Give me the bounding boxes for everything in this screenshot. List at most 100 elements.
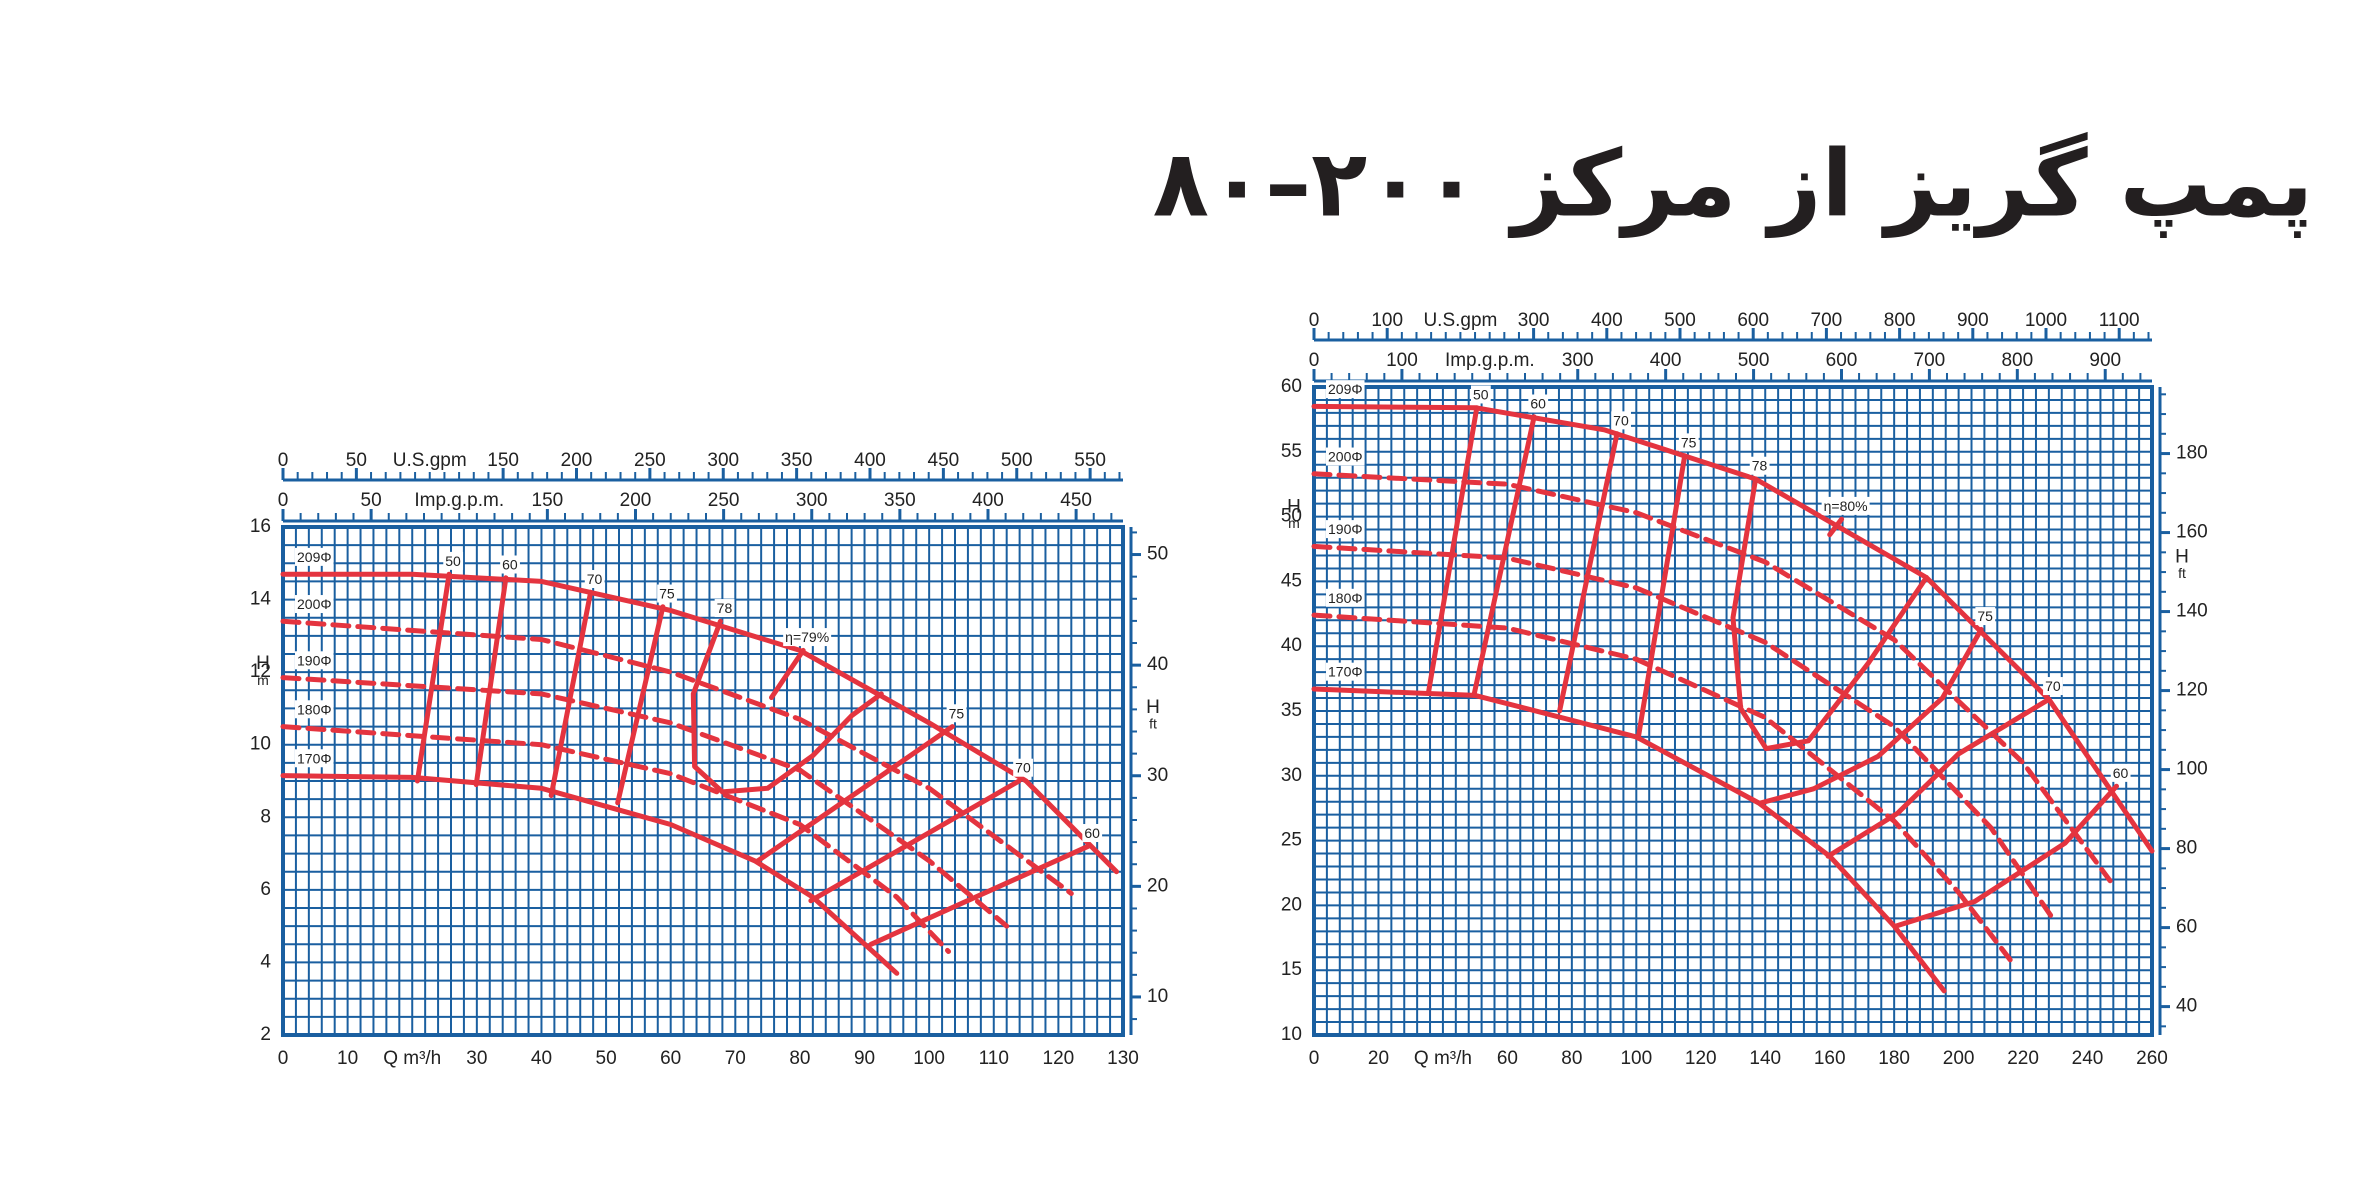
curve-label-bg — [1326, 380, 1365, 399]
top-tick-label: 250 — [708, 490, 740, 511]
y-axis-label: H — [1287, 497, 1301, 518]
top-tick-label: 250 — [634, 450, 666, 471]
y-tick-label: 40 — [1281, 635, 1302, 656]
curve-label-bg — [295, 700, 334, 719]
top-tick-label: 100 — [1386, 350, 1418, 371]
x-tick-label: 160 — [1814, 1048, 1846, 1069]
y-tick-label: 55 — [1281, 441, 1302, 462]
x-tick-label: 0 — [278, 1048, 289, 1069]
top-axis-label: U.S.gpm — [393, 450, 467, 471]
top-tick-label: 200 — [620, 490, 652, 511]
x-tick-label: 220 — [2007, 1048, 2039, 1069]
curve-label-bg — [1678, 433, 1699, 452]
top-tick-label: 150 — [532, 490, 564, 511]
page-title: پمپ گریز از مرکز ۲۰۰–۸۰ — [1153, 130, 2313, 238]
y2-tick-label: 160 — [2176, 522, 2208, 543]
top-axis-label: Imp.g.p.m. — [1445, 350, 1535, 371]
y2-axis-unit: ft — [1149, 716, 1157, 732]
curve-label: 180Φ — [1328, 590, 1363, 606]
curve-label: 60 — [1084, 825, 1100, 841]
y-tick-label: 25 — [1281, 830, 1302, 851]
efficiency-curve — [690, 618, 884, 795]
curve-label-bg — [295, 749, 334, 768]
top-tick-label: 700 — [1811, 310, 1843, 331]
top-tick-label: 300 — [1518, 310, 1550, 331]
y2-axis-unit: ft — [2178, 565, 2186, 581]
curve-label-bg — [657, 584, 677, 603]
x-tick-label: 240 — [2072, 1048, 2104, 1069]
x-tick-label: 50 — [596, 1048, 617, 1069]
y-tick-label: 16 — [250, 516, 271, 537]
efficiency-curve — [769, 647, 806, 700]
x-tick-label: 80 — [1561, 1048, 1582, 1069]
efficiency-curve — [548, 589, 594, 798]
top-tick-label: 500 — [1001, 450, 1033, 471]
x-tick-label: 60 — [660, 1048, 681, 1069]
curve-label-bg — [783, 628, 832, 647]
efficiency-curve — [1757, 626, 1984, 806]
curve-label: 78 — [717, 600, 733, 616]
curve-label-bg — [1326, 520, 1365, 539]
efficiency-curve — [1893, 783, 2119, 929]
top-tick-label: 0 — [1309, 350, 1320, 371]
efficiency-curve — [1730, 476, 1929, 752]
curve-label: 170Φ — [1328, 664, 1363, 680]
curve-label-bg — [295, 547, 334, 566]
curve-label-bg — [1821, 496, 1870, 515]
top-tick-label: 500 — [1738, 350, 1770, 371]
curve-label: 75 — [949, 705, 965, 721]
curve-label-bg — [1611, 411, 1631, 430]
x-tick-label: 10 — [337, 1048, 358, 1069]
x-tick-label: 0 — [1309, 1048, 1320, 1069]
y2-tick-label: 50 — [1147, 544, 1168, 565]
top-tick-label: 350 — [781, 450, 813, 471]
x-tick-label: 90 — [854, 1048, 875, 1069]
x-tick-label: 200 — [1943, 1048, 1975, 1069]
efficiency-curve — [1825, 696, 2052, 859]
top-tick-label: 800 — [2001, 350, 2033, 371]
y2-tick-label: 80 — [2176, 838, 2197, 859]
top-tick-label: 0 — [278, 450, 289, 471]
y-axis-unit: m — [1288, 515, 1300, 531]
y-tick-label: 20 — [1281, 894, 1302, 915]
x-tick-label: 180 — [1878, 1048, 1910, 1069]
top-tick-label: 300 — [707, 450, 739, 471]
curve-label: 70 — [2045, 678, 2061, 694]
x-tick-label: 100 — [913, 1048, 945, 1069]
curve-label-bg — [1749, 456, 1770, 475]
y2-tick-label: 140 — [2176, 601, 2208, 622]
y2-tick-label: 40 — [2176, 996, 2197, 1017]
top-tick-label: 350 — [884, 490, 916, 511]
curve-label-bg — [1013, 758, 1033, 777]
x-axis-label: Q m³/h — [383, 1048, 441, 1069]
x-tick-label: 30 — [466, 1048, 487, 1069]
impeller-curve — [1311, 612, 2013, 963]
curve-label-bg — [584, 570, 605, 589]
curve-label: 50 — [1473, 386, 1489, 402]
curve-label: 209Φ — [1328, 381, 1363, 397]
curve-label: 190Φ — [297, 652, 332, 668]
curve-label-bg — [1326, 662, 1365, 681]
curve-label: 75 — [1977, 608, 1993, 624]
curve-label: 200Φ — [1328, 449, 1363, 465]
y-tick-label: 6 — [260, 879, 271, 900]
y-tick-label: 4 — [260, 951, 271, 972]
x-tick-label: 60 — [1497, 1048, 1518, 1069]
y-tick-label: 10 — [1281, 1024, 1302, 1045]
efficiency-curve — [1557, 431, 1620, 714]
top-tick-label: 550 — [1074, 450, 1106, 471]
y2-tick-label: 120 — [2176, 680, 2208, 701]
top-tick-label: 400 — [972, 490, 1004, 511]
curve-label-bg — [2043, 677, 2063, 696]
curve-label-bg — [1082, 824, 1103, 843]
x-tick-label: 140 — [1749, 1048, 1781, 1069]
curve-label: 60 — [1530, 396, 1546, 412]
curve-label-bg — [946, 704, 967, 723]
y2-axis-label: H — [1146, 697, 1160, 718]
top-tick-label: 1000 — [2025, 310, 2067, 331]
top-tick-label: 900 — [1957, 310, 1989, 331]
efficiency-curve — [1827, 516, 1845, 538]
y-tick-label: 12 — [250, 661, 271, 682]
impeller-curve — [1311, 543, 2058, 925]
